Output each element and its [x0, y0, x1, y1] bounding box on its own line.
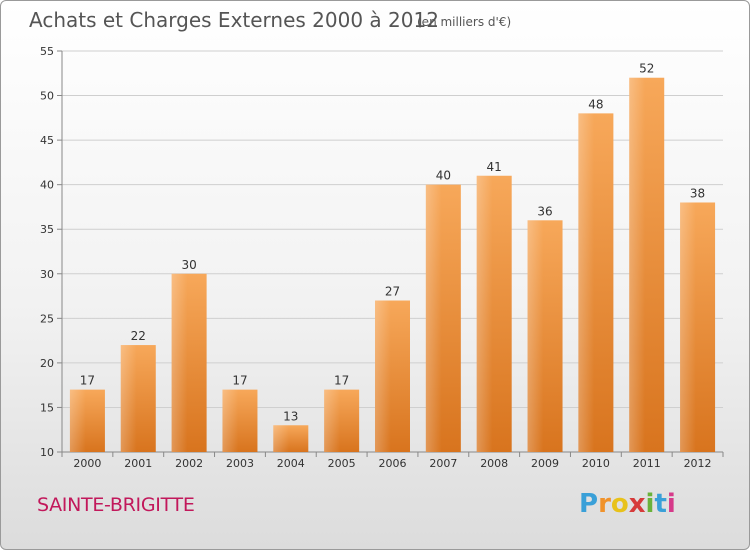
y-tick-label: 10	[40, 446, 54, 459]
data-label: 30	[181, 258, 196, 272]
data-label: 13	[283, 409, 298, 423]
x-tick-label: 2010	[582, 457, 610, 470]
x-tick-label: 2006	[379, 457, 407, 470]
data-labels: 17 22 30 17 13 17 27 40 41 36 48 52 38	[80, 62, 705, 424]
data-label: 17	[232, 374, 247, 388]
y-tick-label: 45	[40, 134, 54, 147]
proxiti-logo: Proxiti	[579, 489, 676, 519]
logo-letter: t	[654, 489, 667, 519]
y-tick-labels: 10 15 20 25 30 35 40 45 50 55	[40, 45, 54, 459]
x-tick-label: 2011	[633, 457, 661, 470]
bar-highlight	[273, 425, 290, 452]
data-label: 48	[588, 97, 603, 111]
bar-highlight	[629, 77, 645, 452]
bar-highlight	[69, 389, 86, 452]
data-label: 27	[385, 285, 400, 299]
x-tick-label: 2001	[124, 457, 152, 470]
x-tick-label: 2008	[480, 457, 508, 470]
data-label: 17	[334, 374, 349, 388]
data-label: 52	[639, 62, 654, 76]
bar-highlight	[222, 389, 239, 452]
x-tick-label: 2007	[429, 457, 457, 470]
x-tick-labels: 2000 2001 2002 2003 2004 2005 2006 2007 2008 2009…	[73, 457, 711, 470]
bar-highlight	[120, 345, 137, 452]
data-label: 40	[436, 169, 451, 183]
y-tick-label: 20	[40, 357, 54, 370]
y-tick-label: 30	[40, 268, 54, 281]
bar-highlight	[527, 220, 544, 452]
data-label: 36	[537, 204, 552, 218]
x-tick-label: 2003	[226, 457, 254, 470]
y-tick-label: 55	[40, 45, 54, 58]
data-label: 38	[690, 186, 705, 200]
y-tick-label: 25	[40, 312, 54, 325]
x-tick-label: 2012	[684, 457, 712, 470]
bar-highlight	[476, 175, 493, 452]
logo-letter: o	[610, 489, 629, 519]
y-tick-label: 15	[40, 401, 54, 414]
y-tick-label: 35	[40, 223, 54, 236]
y-tick-label: 50	[40, 90, 54, 103]
x-tick-label: 2005	[328, 457, 356, 470]
logo-letter: x	[628, 489, 646, 519]
logo-letter: i	[666, 489, 676, 519]
data-label: 22	[131, 329, 146, 343]
bar-highlight	[425, 184, 442, 452]
commune-name: SAINTE-BRIGITTE	[37, 494, 195, 516]
x-tick-label: 2002	[175, 457, 203, 470]
y-tick-label: 40	[40, 179, 54, 192]
chart-subtitle: (en milliers d'€)	[417, 15, 511, 29]
x-tick-label: 2004	[277, 457, 305, 470]
data-label: 41	[487, 160, 502, 174]
bar-highlight	[171, 273, 188, 452]
logo-letter: r	[598, 489, 611, 519]
data-label: 17	[80, 374, 95, 388]
chart-title: Achats et Charges Externes 2000 à 2012	[29, 8, 439, 32]
bars	[69, 77, 716, 452]
logo-letter: i	[645, 489, 655, 519]
logo-letter: P	[579, 489, 599, 519]
x-tick-label: 2009	[531, 457, 559, 470]
x-tick-label: 2000	[73, 457, 101, 470]
bar-highlight	[324, 389, 340, 452]
bar-highlight	[680, 202, 696, 452]
bar-highlight	[578, 113, 595, 452]
bar-highlight	[375, 300, 391, 452]
